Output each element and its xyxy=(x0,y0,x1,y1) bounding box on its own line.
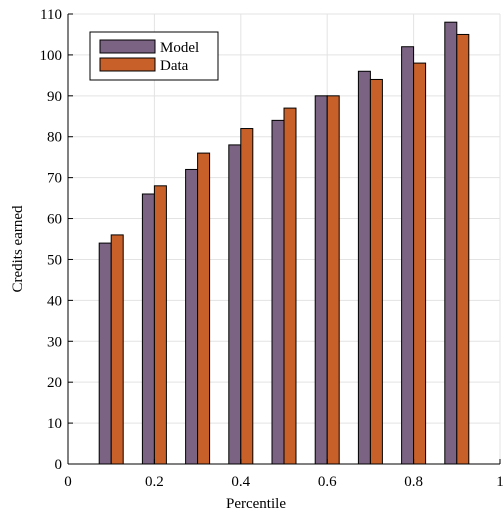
bar-model-5 xyxy=(271,119,285,465)
bar-data-5 xyxy=(283,107,297,465)
bar-data-7 xyxy=(369,78,383,465)
y-tick-label: 10 xyxy=(47,416,62,432)
y-tick-label: 100 xyxy=(40,48,63,64)
bar-model-8 xyxy=(401,46,415,465)
ticks-layer: 0 10 20 30 40 50 60 70 80 90 100 110 0 0.2 0.4 0.6 0.8 1 xyxy=(40,7,504,490)
legend-label-data: Data xyxy=(160,58,189,74)
y-tick-label: 50 xyxy=(47,252,62,268)
x-tick-label: 0.4 xyxy=(231,474,250,490)
bar-data-8 xyxy=(413,62,427,465)
bar-data-4 xyxy=(240,128,254,465)
bar-model-3 xyxy=(185,168,199,465)
bar-data-3 xyxy=(197,152,211,465)
legend: Model Data xyxy=(89,31,219,81)
bar-data-1 xyxy=(110,234,124,465)
y-tick-label: 30 xyxy=(47,334,62,350)
bar-model-4 xyxy=(228,144,242,465)
bar-model-7 xyxy=(357,70,371,465)
y-tick-label: 0 xyxy=(55,457,63,473)
y-tick-label: 40 xyxy=(47,293,62,309)
bar-model-6 xyxy=(314,95,328,465)
bar-model-9 xyxy=(444,21,458,465)
y-tick-label: 90 xyxy=(47,89,62,105)
bar-model-2 xyxy=(141,193,155,465)
legend-entry-data: Data xyxy=(99,57,189,74)
legend-label-model: Model xyxy=(160,40,199,56)
bar-model-1 xyxy=(98,242,112,465)
x-tick-label: 0.8 xyxy=(404,474,423,490)
x-tick-label: 1 xyxy=(496,474,504,490)
x-tick-label: 0 xyxy=(64,474,72,490)
bar-data-2 xyxy=(153,185,167,465)
axes-layer xyxy=(67,14,500,465)
x-tick-label: 0.2 xyxy=(145,474,164,490)
y-tick-label: 80 xyxy=(47,130,62,146)
x-tick-label: 0.6 xyxy=(318,474,337,490)
y-tick-label: 60 xyxy=(47,212,62,228)
y-tick-label: 110 xyxy=(40,7,62,23)
y-axis-label: Credits earned xyxy=(10,205,26,293)
legend-swatch-data xyxy=(99,57,156,72)
x-axis-label: Percentile xyxy=(226,496,286,512)
legend-entry-model: Model xyxy=(99,39,199,56)
y-tick-label: 70 xyxy=(47,171,62,187)
bar-data-6 xyxy=(326,95,340,465)
y-tick-label: 20 xyxy=(47,375,62,391)
bar-data-9 xyxy=(456,33,470,465)
legend-swatch-model xyxy=(99,39,156,54)
